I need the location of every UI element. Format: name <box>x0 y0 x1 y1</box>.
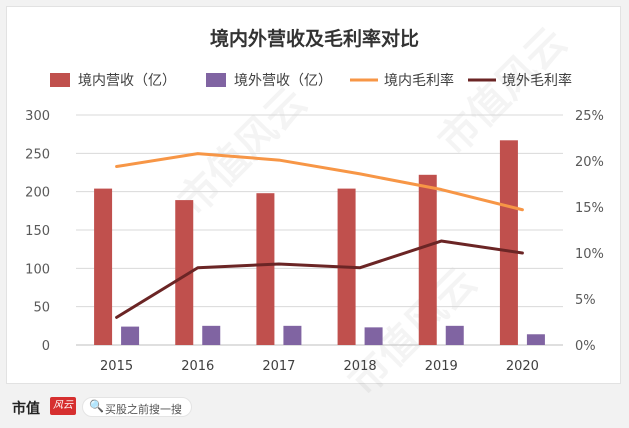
bar <box>121 326 140 345</box>
x-tick-label: 2019 <box>425 359 458 374</box>
y2-tick-label: 10% <box>575 247 604 262</box>
x-tick-label: 2015 <box>100 359 133 374</box>
bar <box>202 325 221 345</box>
legend-swatch <box>206 73 226 87</box>
y2-tick-label: 25% <box>575 109 604 124</box>
y-tick-label: 200 <box>25 186 50 201</box>
lines <box>115 152 524 319</box>
grid <box>76 114 563 346</box>
bar <box>364 327 383 345</box>
x-tick-label: 2017 <box>262 359 295 374</box>
axes: 0 50 100 150 200 250 300 0% 5% 10% 15% 20% 25% 2015 20… <box>25 109 604 374</box>
y2-tick-label: 15% <box>575 201 604 216</box>
x-tick-label: 2018 <box>344 359 377 374</box>
y-tick-label: 300 <box>25 109 50 124</box>
y2-tick-label: 5% <box>575 293 596 308</box>
footer: 市值 风云 🔍 买股之前搜一搜 <box>0 388 629 428</box>
search-box[interactable]: 🔍 买股之前搜一搜 <box>82 397 192 417</box>
y-tick-label: 100 <box>25 262 50 277</box>
y2-tick-label: 20% <box>575 155 604 170</box>
bar <box>445 325 464 345</box>
legend-label: 境外毛利率 <box>502 72 572 89</box>
bar <box>175 200 194 345</box>
x-tick-label: 2020 <box>506 359 539 374</box>
bar <box>256 193 275 345</box>
bars <box>94 140 545 345</box>
y2-tick-label: 0% <box>575 339 596 354</box>
search-icon: 🔍 <box>89 399 104 413</box>
bar <box>94 188 113 345</box>
legend-label: 境内毛利率 <box>384 72 454 89</box>
y-tick-label: 150 <box>25 224 50 239</box>
legend-label: 境外营收（亿） <box>234 73 332 89</box>
y-tick-label: 0 <box>42 339 50 354</box>
bar <box>499 140 518 345</box>
bar <box>526 334 545 345</box>
brand-name: 市值 <box>12 401 40 417</box>
series-line <box>115 152 524 212</box>
y-tick-label: 50 <box>33 301 50 316</box>
legend-label: 境内营收（亿） <box>78 73 176 89</box>
chart-title: 境内外营收及毛利率对比 <box>209 28 419 50</box>
brand-logo: 风云 <box>50 397 76 415</box>
bar <box>283 325 302 345</box>
bar <box>418 174 437 345</box>
series-line <box>115 239 524 319</box>
y-tick-label: 250 <box>25 147 50 162</box>
search-text: 买股之前搜一搜 <box>105 403 182 416</box>
x-tick-label: 2016 <box>181 359 214 374</box>
legend: 境内营收（亿） 境外营收（亿） 境内毛利率 境外毛利率 <box>50 72 572 89</box>
legend-swatch <box>50 73 70 87</box>
